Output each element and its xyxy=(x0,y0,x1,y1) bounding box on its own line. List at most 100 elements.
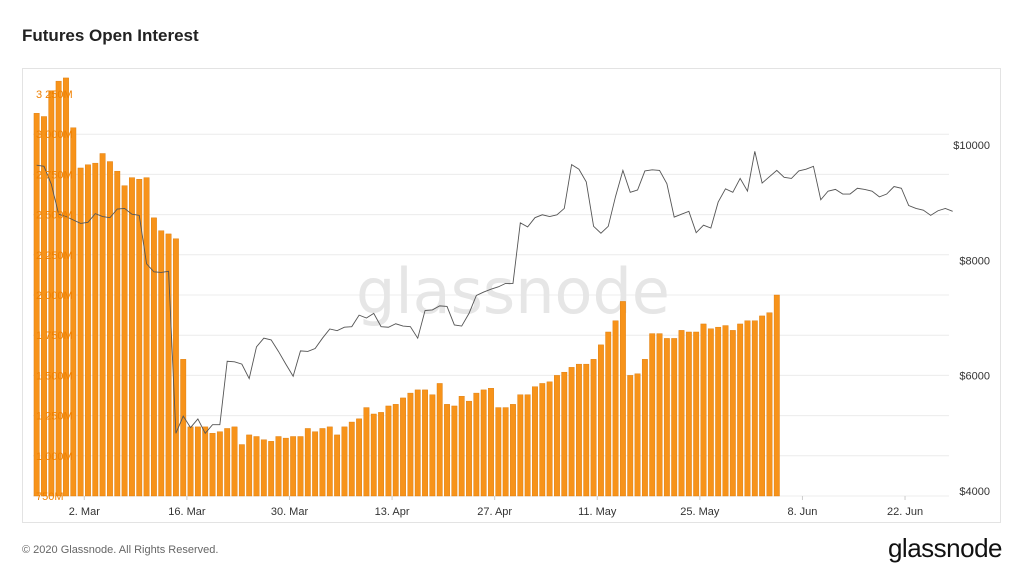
open-interest-bar xyxy=(209,433,216,497)
open-interest-bar xyxy=(429,394,436,497)
right-axis-ticks: $4000 $6000 $8000 $10000 xyxy=(953,140,990,498)
open-interest-bar xyxy=(92,162,99,497)
left-tick-label: 3 000M xyxy=(36,129,73,141)
open-interest-bar xyxy=(297,436,304,497)
open-interest-bar xyxy=(99,153,106,497)
open-interest-bar xyxy=(451,405,458,497)
open-interest-bar xyxy=(729,330,736,497)
left-tick-label: 1 500M xyxy=(36,370,73,382)
copyright-notice: © 2020 Glassnode. All Rights Reserved. xyxy=(22,544,219,556)
open-interest-bar xyxy=(722,325,729,497)
open-interest-bar xyxy=(165,233,172,497)
open-interest-bar xyxy=(70,127,77,497)
x-tick-label: 30. Mar xyxy=(271,506,309,518)
open-interest-bar xyxy=(685,331,692,497)
x-tick-label: 22. Jun xyxy=(887,506,923,518)
x-tick-label: 25. May xyxy=(680,506,720,518)
open-interest-bar xyxy=(759,315,766,497)
open-interest-bar xyxy=(510,404,516,497)
open-interest-bar xyxy=(693,331,700,497)
left-tick-label: 2 500M xyxy=(36,210,73,222)
open-interest-bar xyxy=(33,113,40,497)
right-tick-label: $4000 xyxy=(959,486,990,498)
x-tick-label: 13. Apr xyxy=(375,506,410,518)
open-interest-bar xyxy=(392,404,399,497)
open-interest-bar xyxy=(158,230,165,497)
open-interest-bar xyxy=(304,428,311,497)
open-interest-bar xyxy=(773,294,780,497)
open-interest-bar xyxy=(473,392,480,497)
open-interest-bar xyxy=(539,383,546,497)
open-interest-bar xyxy=(341,426,348,497)
open-interest-bar xyxy=(348,421,355,497)
open-interest-bar xyxy=(671,338,678,497)
left-tick-label: 3 250M xyxy=(36,89,73,101)
open-interest-bar xyxy=(107,161,113,497)
open-interest-bar xyxy=(246,434,253,497)
watermark: glassnode xyxy=(356,255,670,328)
open-interest-bar xyxy=(370,413,377,497)
left-tick-label: 2 250M xyxy=(36,250,73,262)
open-interest-bar xyxy=(663,338,670,497)
left-tick-label: 1 250M xyxy=(36,411,73,423)
open-interest-bar xyxy=(546,381,553,497)
open-interest-bar xyxy=(260,439,267,497)
open-interest-bar xyxy=(700,323,707,497)
chart-frame: glassnode 750M 1 000M 1 250M 1 500M 1 750M 2 … xyxy=(22,68,1001,523)
x-tick-label: 2. Mar xyxy=(69,506,101,518)
glassnode-logo[interactable]: glassnode xyxy=(887,533,1003,563)
open-interest-bar xyxy=(63,77,69,497)
open-interest-bar xyxy=(598,344,604,497)
open-interest-bar xyxy=(715,326,722,497)
open-interest-bar xyxy=(363,407,370,497)
open-interest-bar xyxy=(561,371,568,497)
open-interest-bar xyxy=(326,426,333,497)
open-interest-bar xyxy=(268,441,275,497)
right-tick-label: $8000 xyxy=(959,255,990,267)
open-interest-bar xyxy=(41,116,47,497)
left-tick-label: 750M xyxy=(36,491,64,503)
open-interest-bar xyxy=(554,375,560,497)
left-tick-label: 2 750M xyxy=(36,169,73,181)
open-interest-bar xyxy=(216,431,223,497)
open-interest-bar xyxy=(737,323,744,497)
open-interest-bar xyxy=(751,320,758,497)
open-interest-bar xyxy=(48,90,55,497)
open-interest-bar xyxy=(590,359,597,497)
open-interest-bar xyxy=(400,397,406,497)
x-tick-label: 16. Mar xyxy=(168,506,206,518)
open-interest-bar xyxy=(678,330,685,497)
open-interest-bar xyxy=(231,426,238,497)
open-interest-bar xyxy=(744,320,751,497)
open-interest-bar xyxy=(55,80,62,497)
open-interest-bar xyxy=(312,431,319,497)
open-interest-bar xyxy=(436,383,443,497)
left-tick-label: 1 000M xyxy=(36,451,73,463)
open-interest-bar xyxy=(707,328,714,497)
page-title: Futures Open Interest xyxy=(22,26,199,45)
left-tick-label: 1 750M xyxy=(36,330,73,342)
right-tick-label: $6000 xyxy=(959,371,990,383)
x-axis-ticks: 2. Mar 16. Mar 30. Mar 13. Apr 27. Apr 11. Ma… xyxy=(69,496,923,518)
open-interest-bar xyxy=(480,389,487,497)
open-interest-bar xyxy=(172,238,179,497)
open-interest-bar xyxy=(180,359,187,497)
open-interest-bar xyxy=(114,170,121,497)
right-tick-label: $10000 xyxy=(953,140,990,152)
open-interest-bar xyxy=(275,436,282,497)
open-interest-bar xyxy=(414,389,421,497)
open-interest-bar xyxy=(568,367,575,497)
price-line xyxy=(36,151,953,435)
open-interest-bar xyxy=(238,444,245,497)
x-tick-label: 27. Apr xyxy=(477,506,512,518)
open-interest-bar xyxy=(121,185,128,497)
futures-open-interest-chart: glassnode 750M 1 000M 1 250M 1 500M 1 750M 2 … xyxy=(33,77,990,518)
open-interest-bar xyxy=(517,394,524,497)
open-interest-bar xyxy=(407,392,414,497)
left-tick-label: 2 000M xyxy=(36,290,73,302)
open-interest-bar xyxy=(656,333,663,497)
open-interest-bar xyxy=(194,426,201,497)
open-interest-bar xyxy=(605,331,612,497)
open-interest-bar xyxy=(649,333,656,497)
open-interest-bar xyxy=(502,407,509,497)
